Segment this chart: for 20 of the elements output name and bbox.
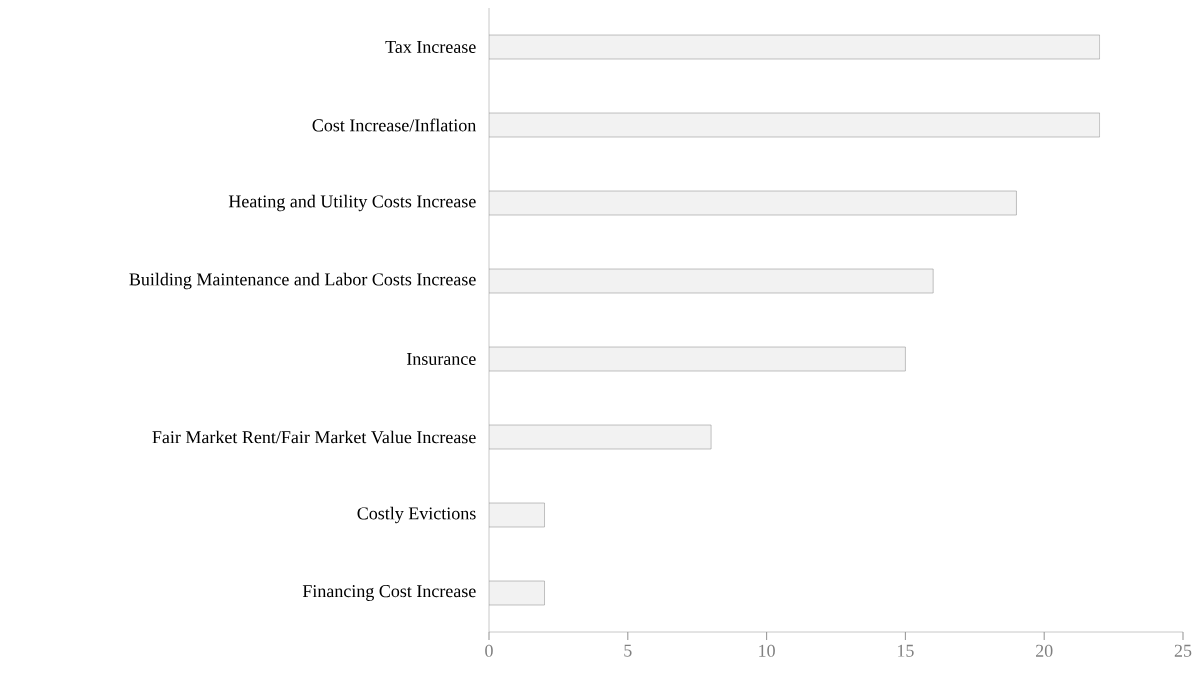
bar (489, 268, 934, 294)
bar (489, 190, 1017, 216)
bar (489, 424, 712, 450)
x-tick-label: 15 (897, 644, 914, 657)
x-tick-label: 20 (1035, 644, 1053, 657)
y-tick-label: Costly Evictions (357, 506, 476, 524)
x-tick-label: 5 (624, 644, 632, 657)
x-tick-label: 25 (1174, 644, 1192, 657)
y-tick-label: Building Maintenance and Labor Costs Increase (129, 272, 476, 290)
y-tick-label: Financing Cost Increase (302, 585, 476, 601)
x-tick-label: 10 (759, 644, 775, 657)
y-tick-label: Cost Increase/Inflation (312, 118, 477, 132)
bar (489, 34, 1100, 60)
y-tick-label: Tax Increase (385, 41, 476, 53)
y-tick-label: Insurance (406, 353, 476, 365)
bar (489, 346, 906, 372)
x-tick-label: 0 (485, 644, 493, 657)
y-tick-label: Fair Market Rent/Fair Market Value Increase (152, 430, 476, 444)
bar (489, 112, 1100, 138)
y-tick-label: Heating and Utility Costs Increase (228, 194, 476, 212)
